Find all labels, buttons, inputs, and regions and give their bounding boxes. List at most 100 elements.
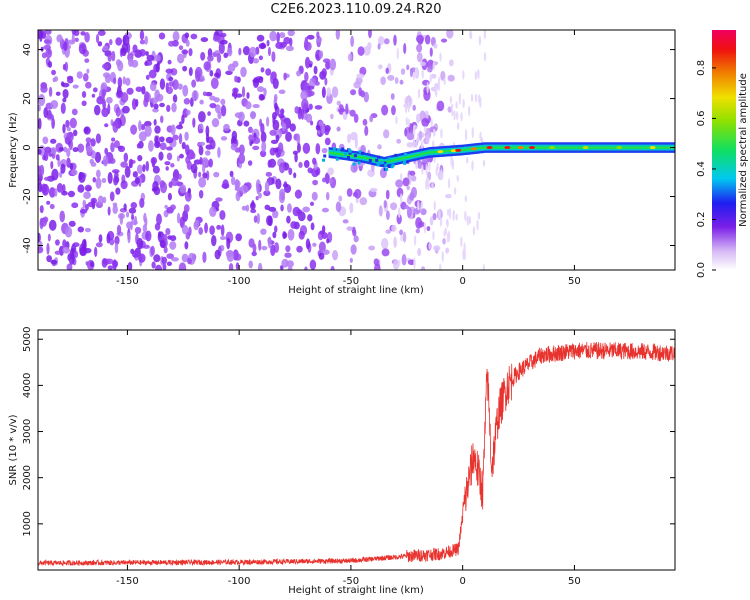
noise-blob — [52, 77, 56, 83]
noise-blob — [350, 35, 355, 47]
noise-blob-faint — [439, 216, 443, 227]
noise-blob — [41, 183, 50, 196]
noise-blob — [368, 30, 372, 39]
noise-blob — [214, 249, 221, 260]
noise-blob — [346, 188, 353, 197]
noise-blob — [153, 254, 161, 263]
noise-blob — [112, 204, 118, 215]
noise-blob — [354, 188, 362, 199]
noise-blob — [90, 197, 98, 204]
signal-speckle — [385, 167, 389, 171]
noise-blob — [256, 183, 260, 195]
noise-blob — [350, 244, 357, 255]
signal-speckle — [390, 165, 394, 169]
noise-blob — [145, 230, 152, 242]
noise-blob — [402, 231, 407, 243]
noise-blob — [210, 77, 219, 89]
signal-hotspot — [455, 148, 462, 152]
noise-blob — [43, 107, 49, 118]
spectrogram-x-tick-label: -100 — [228, 276, 251, 287]
noise-blob — [359, 197, 368, 206]
noise-blob — [234, 186, 243, 192]
noise-blob — [253, 215, 258, 223]
noise-blob-faint — [437, 76, 441, 87]
noise-blob-faint — [437, 83, 441, 91]
noise-blob — [82, 73, 89, 82]
noise-blob — [278, 89, 286, 94]
noise-blob — [135, 99, 139, 107]
noise-blob — [183, 204, 190, 213]
noise-blob — [285, 245, 291, 253]
noise-blob — [394, 77, 399, 84]
noise-blob-faint — [445, 219, 449, 226]
noise-blob — [278, 113, 285, 119]
noise-blob — [84, 184, 92, 192]
noise-blob — [267, 46, 272, 57]
noise-blob — [406, 142, 414, 148]
noise-blob — [115, 59, 122, 67]
noise-blob-faint — [446, 232, 450, 243]
noise-blob — [69, 163, 74, 170]
colorbar-tick-label: 0.8 — [696, 60, 707, 76]
noise-blob — [354, 137, 358, 149]
noise-blob — [417, 247, 422, 257]
noise-blob — [255, 195, 259, 201]
noise-blob — [277, 142, 284, 154]
snr-x-tick-label: -150 — [116, 576, 139, 587]
noise-blob — [402, 177, 410, 187]
signal-speckle — [337, 148, 341, 152]
noise-blob-faint — [477, 94, 481, 104]
noise-blob — [192, 117, 196, 128]
noise-blob — [117, 76, 123, 89]
noise-blob — [353, 235, 359, 243]
noise-blob — [115, 106, 121, 117]
noise-blob — [303, 112, 308, 121]
noise-blob — [134, 226, 142, 234]
noise-blob — [321, 86, 326, 99]
noise-blob — [188, 48, 193, 57]
noise-blob — [146, 54, 155, 62]
noise-blob — [240, 184, 249, 194]
noise-blob — [157, 231, 162, 238]
noise-blob-faint — [472, 226, 476, 236]
signal-speckle — [346, 156, 350, 160]
noise-blob-faint — [467, 105, 471, 117]
noise-blob — [112, 120, 119, 133]
noise-blob — [337, 108, 346, 113]
noise-blob — [373, 258, 379, 266]
noise-blob — [447, 106, 452, 113]
noise-blob — [221, 183, 230, 189]
noise-blob — [404, 128, 408, 137]
noise-blob — [308, 103, 313, 110]
noise-blob — [122, 76, 126, 85]
snr-series-line — [38, 341, 675, 567]
noise-blob — [302, 206, 310, 213]
noise-blob — [256, 34, 265, 42]
noise-blob — [178, 133, 183, 145]
noise-blob — [63, 41, 68, 52]
noise-blob — [294, 189, 302, 199]
noise-blob — [272, 210, 279, 219]
noise-blob — [38, 117, 42, 130]
noise-blob — [191, 90, 199, 101]
noise-blob — [106, 96, 113, 104]
noise-blob — [135, 86, 143, 92]
noise-blob — [92, 177, 97, 183]
signal-speckle — [348, 151, 352, 155]
noise-blob — [268, 206, 277, 212]
noise-blob — [385, 210, 390, 221]
noise-blob — [318, 50, 324, 59]
spectrogram-ticks: -150 -100 -50 0 50 -40 -20 0 20 40 — [22, 30, 675, 287]
noise-blob — [416, 52, 423, 63]
noise-blob — [209, 69, 214, 77]
snr-x-tick-label: 50 — [568, 576, 581, 587]
noise-blob — [43, 44, 52, 51]
noise-blob-faint — [449, 95, 453, 104]
noise-blob — [195, 70, 201, 82]
noise-blob — [447, 74, 455, 82]
signal-speckle — [335, 157, 339, 161]
noise-blob — [380, 76, 386, 85]
noise-blob — [312, 157, 317, 165]
noise-blob — [234, 112, 243, 119]
noise-blob — [163, 233, 168, 242]
